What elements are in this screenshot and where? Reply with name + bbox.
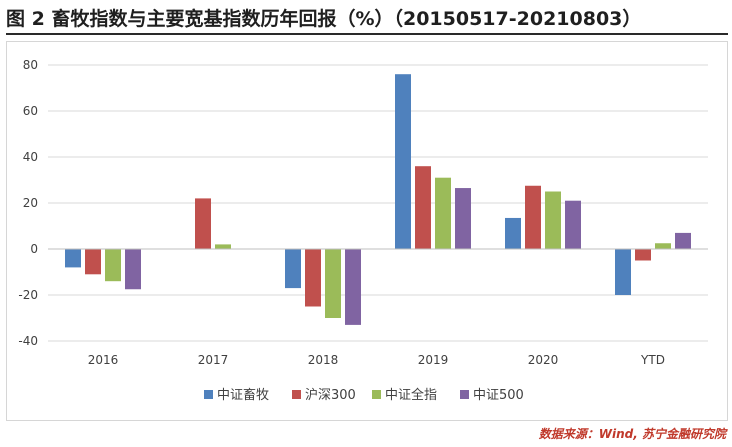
legend-swatch — [460, 390, 469, 399]
bar — [525, 185, 541, 249]
legend-swatch — [372, 390, 381, 399]
bar — [565, 200, 581, 249]
gridlines — [48, 64, 708, 342]
bar — [415, 166, 431, 249]
y-tick-label: -20 — [18, 288, 38, 302]
bar — [345, 249, 361, 325]
y-axis-ticks: -40 -20 0 20 40 60 80 — [18, 58, 38, 348]
y-tick-label: 40 — [23, 150, 38, 164]
bar — [195, 198, 211, 249]
x-tick-label: YTD — [640, 353, 665, 367]
bar — [635, 249, 651, 261]
bar — [675, 232, 691, 249]
y-tick-label: -40 — [18, 334, 38, 348]
legend-label: 沪深300 — [305, 387, 356, 403]
x-tick-label: 2017 — [198, 353, 229, 367]
bar — [455, 188, 471, 249]
legend-label: 中证畜牧 — [217, 387, 269, 403]
x-tick-label: 2019 — [418, 353, 449, 367]
y-tick-label: 0 — [30, 242, 38, 256]
x-tick-label: 2020 — [528, 353, 559, 367]
bar — [615, 249, 631, 295]
bar — [125, 249, 141, 290]
chart-title: 图 2 畜牧指数与主要宽基指数历年回报（%）（20150517-20210803… — [6, 8, 642, 30]
bars — [65, 74, 691, 325]
legend-swatch — [204, 390, 213, 399]
bar — [325, 249, 341, 318]
bar — [85, 249, 101, 275]
legend-label: 中证全指 — [385, 387, 437, 403]
legend-label: 中证500 — [473, 388, 524, 403]
y-tick-label: 60 — [23, 104, 38, 118]
bar — [435, 177, 451, 249]
bar — [215, 244, 231, 249]
bar — [395, 74, 411, 249]
chart-frame — [6, 41, 728, 421]
x-tick-label: 2016 — [88, 353, 119, 367]
x-tick-label: 2018 — [308, 353, 339, 367]
y-tick-label: 20 — [23, 196, 38, 210]
bar — [305, 249, 321, 307]
title-underline — [6, 33, 728, 35]
data-source: 数据来源：Wind, 苏宁金融研究院 — [538, 427, 726, 441]
y-tick-label: 80 — [23, 58, 38, 72]
bar — [505, 217, 521, 249]
legend: 中证畜牧 沪深300 中证全指 中证500 — [204, 387, 524, 403]
bar — [655, 243, 671, 249]
x-axis-ticks: 2016 2017 2018 2019 2020 YTD — [88, 353, 665, 367]
bar — [285, 249, 301, 289]
legend-swatch — [292, 390, 301, 399]
bar — [105, 249, 121, 282]
bar — [545, 191, 561, 249]
bar — [65, 249, 81, 268]
